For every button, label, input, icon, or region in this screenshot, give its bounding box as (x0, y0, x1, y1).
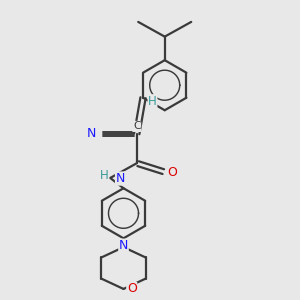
Text: H: H (148, 95, 157, 108)
Text: H: H (100, 169, 109, 182)
Text: O: O (167, 166, 177, 178)
Text: N: N (119, 239, 128, 252)
Text: N: N (116, 172, 125, 185)
Text: O: O (127, 282, 137, 296)
Text: N: N (87, 127, 96, 140)
Text: C: C (133, 122, 141, 131)
